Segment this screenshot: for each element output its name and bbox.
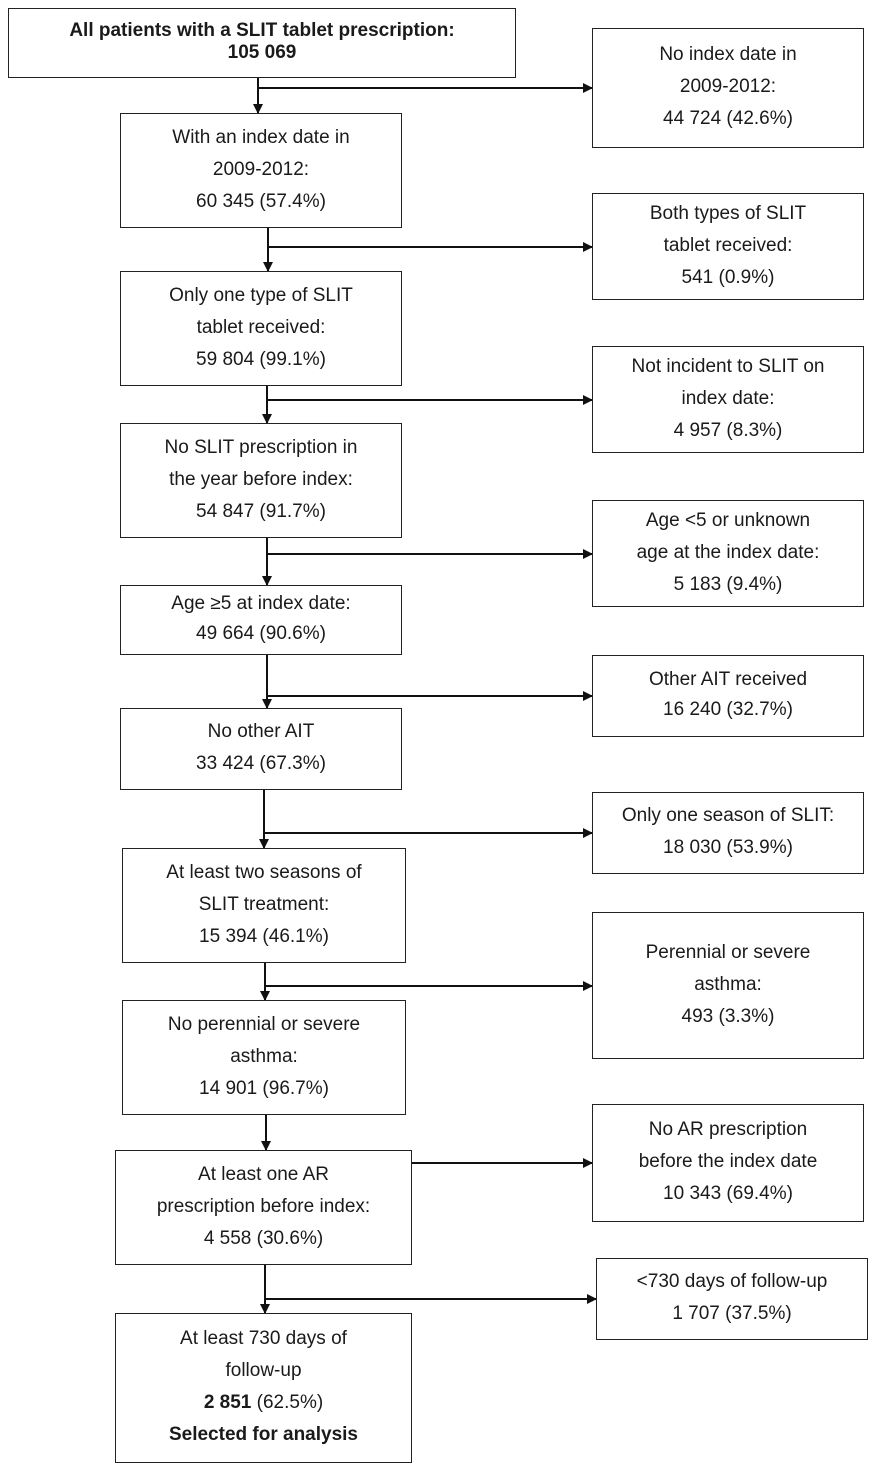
included-box-7-line-3: 15 394 (46.1%): [199, 925, 329, 947]
excluded-box-8-line-1: No AR prescription: [648, 1119, 808, 1140]
excluded-box-4-line-1: Age <5 or unknown: [645, 509, 811, 531]
included-box-3-line-1: Only one type of SLIT: [169, 284, 353, 306]
included-box-9-line-2: prescription before index:: [156, 1195, 371, 1217]
included-box-5: Age ≥5 at index date: 49 664 (90.6%): [120, 585, 402, 655]
excluded-box-4-line-3: 5 183 (9.4%): [673, 573, 783, 595]
excluded-box-7: Perennial or severe asthma: 493 (3.3%): [592, 912, 864, 1059]
included-box-6-line-1: No other AIT: [207, 721, 315, 742]
excluded-box-3-line-3: 4 957 (8.3%): [673, 419, 783, 441]
excluded-box-4-line-2: age at the index date:: [636, 541, 820, 563]
included-box-4: No SLIT prescription in the year before i…: [120, 423, 402, 538]
included-box-2-line-2: 2009-2012:: [212, 158, 310, 180]
included-box-10: At least 730 days of follow-up 2 851 (62.5…: [115, 1313, 412, 1463]
excluded-box-2-line-2: tablet received:: [663, 234, 793, 256]
excluded-box-8-line-3: 10 343 (69.4%): [663, 1183, 793, 1204]
excluded-box-1-line-3: 44 724 (42.6%): [663, 108, 793, 129]
included-box-3: Only one type of SLIT tablet received: 59 …: [120, 271, 402, 386]
included-box-4-line-1: No SLIT prescription in: [164, 436, 358, 458]
included-box-2-line-3: 60 345 (57.4%): [196, 190, 326, 212]
included-box-1-line-1: All patients with a SLIT tablet prescrip…: [69, 20, 455, 41]
included-box-9-line-3: 4 558 (30.6%): [203, 1227, 324, 1249]
included-box-8-line-1: No perennial or severe: [167, 1013, 361, 1035]
included-box-7-line-1: At least two seasons of: [166, 861, 362, 883]
included-box-8-line-2: asthma:: [230, 1045, 298, 1067]
included-box-10-line-4: Selected for analysis: [168, 1424, 359, 1445]
included-box-3-line-2: tablet received:: [196, 316, 326, 338]
excluded-box-6-line-2: 18 030 (53.9%): [663, 837, 793, 858]
included-box-10-line-2: follow-up: [225, 1360, 302, 1381]
included-box-7: At least two seasons of SLIT treatment: 15…: [122, 848, 406, 963]
excluded-box-2: Both types of SLIT tablet received: 541 (0…: [592, 193, 864, 300]
excluded-box-2-line-1: Both types of SLIT: [649, 202, 807, 224]
included-box-9: At least one AR prescription before index…: [115, 1150, 412, 1265]
excluded-box-7-line-1: Perennial or severe: [645, 941, 811, 963]
excluded-box-9-line-2: 1 707 (37.5%): [672, 1303, 792, 1324]
excluded-box-5: Other AIT received 16 240 (32.7%): [592, 655, 864, 737]
excluded-box-9-line-1: <730 days of follow-up: [636, 1271, 828, 1292]
included-box-4-line-2: the year before index:: [169, 468, 353, 490]
excluded-box-8-line-2: before the index date: [638, 1151, 818, 1172]
excluded-box-8: No AR prescription before the index date 1…: [592, 1104, 864, 1222]
included-box-6-line-2: 33 424 (67.3%): [196, 753, 326, 774]
included-box-6: No other AIT 33 424 (67.3%): [120, 708, 402, 790]
included-box-10-line-3: 2 851 (62.5%): [203, 1392, 324, 1413]
excluded-box-1-line-1: No index date in: [659, 44, 797, 65]
excluded-box-3-line-1: Not incident to SLIT on: [631, 355, 825, 377]
excluded-box-1: No index date in 2009-2012: 44 724 (42.6%): [592, 28, 864, 148]
included-box-5-line-1: Age ≥5 at index date:: [171, 593, 351, 614]
excluded-box-7-line-2: asthma:: [694, 973, 762, 995]
included-box-1-line-2: 105 069: [227, 42, 297, 63]
excluded-box-3: Not incident to SLIT on index date: 4 957 …: [592, 346, 864, 453]
included-box-2: With an index date in 2009-2012: 60 345 (5…: [120, 113, 402, 228]
included-box-9-line-1: At least one AR: [198, 1163, 329, 1185]
excluded-box-5-line-2: 16 240 (32.7%): [663, 699, 793, 720]
excluded-box-7-line-3: 493 (3.3%): [681, 1005, 775, 1027]
excluded-box-6: Only one season of SLIT: 18 030 (53.9%): [592, 792, 864, 874]
excluded-box-3-line-2: index date:: [681, 387, 775, 409]
included-box-3-line-3: 59 804 (99.1%): [196, 348, 326, 370]
excluded-box-9: <730 days of follow-up 1 707 (37.5%): [596, 1258, 868, 1340]
included-box-8: No perennial or severe asthma: 14 901 (96.…: [122, 1000, 406, 1115]
excluded-box-4: Age <5 or unknown age at the index date: 5…: [592, 500, 864, 607]
included-box-7-line-2: SLIT treatment:: [198, 893, 330, 915]
excluded-box-1-line-2: 2009-2012:: [679, 76, 777, 97]
excluded-box-6-line-1: Only one season of SLIT:: [621, 805, 835, 826]
included-box-4-line-3: 54 847 (91.7%): [196, 500, 326, 522]
included-box-10-line-1: At least 730 days of: [180, 1328, 347, 1349]
included-box-8-line-3: 14 901 (96.7%): [199, 1077, 329, 1099]
excluded-box-5-line-1: Other AIT received: [648, 669, 808, 690]
included-box-5-line-2: 49 664 (90.6%): [196, 623, 326, 644]
excluded-box-2-line-3: 541 (0.9%): [681, 266, 775, 288]
included-box-2-line-1: With an index date in: [172, 126, 350, 148]
included-box-1: All patients with a SLIT tablet prescrip…: [8, 8, 516, 78]
included-box-10-count: 2 851: [203, 1392, 252, 1413]
